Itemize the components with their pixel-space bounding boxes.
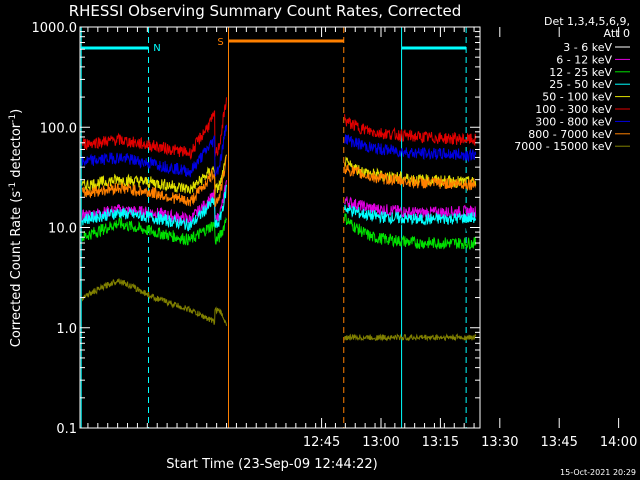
series-pre-line-6 <box>81 124 227 179</box>
legend-label-4: 50 - 100 keV <box>542 91 612 104</box>
series-5 <box>81 97 477 161</box>
series-post-line-3 <box>344 204 477 226</box>
legend-label-3: 25 - 50 keV <box>549 78 612 91</box>
axes: 0.1 1.0 10.0 100.0 1000.0 12:45 13:00 13:15 13:3… <box>32 21 638 450</box>
legend-label-7: 800 - 7000 keV <box>528 128 612 141</box>
footer-date: 15-Oct-2021 20:29 <box>560 468 636 477</box>
y-tick-label-4: 1000.0 <box>32 21 78 36</box>
night-annotation: N <box>153 43 160 54</box>
series-post-line-4 <box>344 156 477 189</box>
x-axis-label: Start Time (23-Sep-09 12:44:22) <box>166 457 377 472</box>
legend-header-1: Det 1,3,4,5,6,9, <box>544 15 630 28</box>
legend-label-1: 6 - 12 keV <box>556 53 612 66</box>
x-tick-label-1: 13:00 <box>362 435 399 450</box>
series-post-line-6 <box>344 134 477 163</box>
series-pre-line-8 <box>81 278 227 326</box>
series-3 <box>81 184 477 232</box>
legend-header-2: Att 0 <box>604 27 630 40</box>
series-pre-line-3 <box>81 184 227 232</box>
series-post-line-2 <box>344 213 477 251</box>
chart-title: RHESSI Observing Summary Count Rates, Co… <box>69 2 462 20</box>
plot-area: NS <box>80 27 477 428</box>
x-tick-label-0: 12:45 <box>303 435 340 450</box>
saa-annotation: S <box>217 37 223 48</box>
y-tick-label-3: 100.0 <box>40 121 77 136</box>
series-pre-line-4 <box>81 154 227 195</box>
series-post-line-7 <box>344 162 477 192</box>
legend-label-0: 3 - 6 keV <box>563 41 612 54</box>
y-tick-label-2: 10.0 <box>48 222 77 237</box>
y-tick-label-0: 0.1 <box>56 422 77 437</box>
series-post-line-5 <box>344 114 477 147</box>
x-tick-label-4: 13:45 <box>540 435 577 450</box>
series-4 <box>81 154 477 195</box>
legend-label-6: 300 - 800 keV <box>535 115 612 128</box>
legend-label-5: 100 - 300 keV <box>535 103 612 116</box>
series-6 <box>81 124 477 179</box>
series-post-line-8 <box>344 333 477 342</box>
series-pre-line-7 <box>81 155 227 207</box>
series-pre-line-5 <box>81 97 227 161</box>
legend-label-8: 7000 - 15000 keV <box>514 140 612 153</box>
series-7 <box>81 155 477 207</box>
x-tick-label-2: 13:15 <box>422 435 459 450</box>
series-pre-line-2 <box>81 216 227 246</box>
series-pre-line-1 <box>81 180 227 226</box>
legend-label-2: 12 - 25 keV <box>549 66 612 79</box>
y-axis-label: Corrected Count Rate (s-1 detector-1) <box>8 109 24 347</box>
y-tick-label-1: 1.0 <box>56 322 77 337</box>
x-tick-label-3: 13:30 <box>481 435 518 450</box>
series-2 <box>81 213 477 251</box>
x-tick-label-5: 14:00 <box>600 435 637 450</box>
series-8 <box>81 278 477 342</box>
